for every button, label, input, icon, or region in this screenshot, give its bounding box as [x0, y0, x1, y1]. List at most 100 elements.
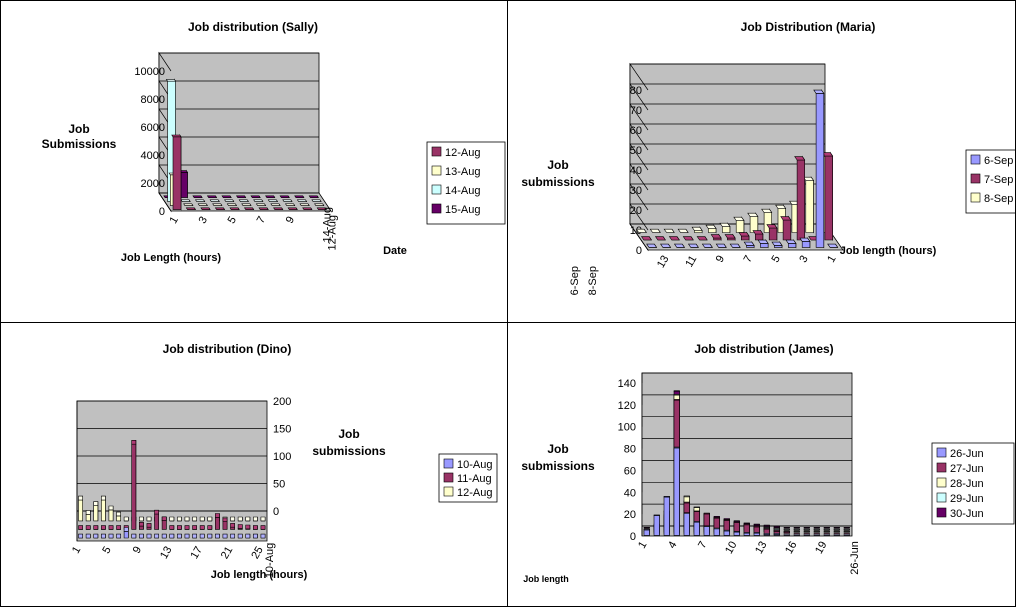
bar-top — [230, 516, 235, 522]
bar-top — [161, 533, 167, 539]
bar-30-jun — [843, 527, 850, 529]
bar-top — [267, 199, 279, 202]
bar-top — [123, 527, 129, 532]
legend-label: 15-Aug — [445, 204, 480, 216]
bar-front — [782, 219, 792, 241]
y-tick-label: 100 — [618, 422, 636, 434]
bar-top — [799, 237, 811, 242]
chart-title: Job distribution (Sally) — [188, 20, 318, 34]
bar-10-aug — [207, 533, 213, 539]
bar-11-aug — [207, 525, 213, 530]
bar-6-sep — [743, 241, 755, 249]
bar-top — [635, 228, 647, 233]
bar-12-aug — [123, 516, 129, 522]
bar-12-aug — [200, 207, 211, 210]
legend-swatch — [970, 173, 981, 184]
bar-top — [833, 534, 840, 536]
bar-top — [199, 516, 205, 522]
bar-top — [273, 207, 284, 210]
bar-7-sep — [738, 231, 750, 241]
y-axis-label: Job submissions — [521, 158, 595, 189]
bar-12-aug — [171, 134, 182, 211]
bar-top — [237, 524, 243, 529]
bar-top — [783, 527, 790, 529]
gridline — [158, 164, 319, 184]
bar-top — [823, 532, 830, 534]
bar-10-aug — [184, 533, 190, 539]
legend-swatch — [431, 146, 442, 157]
bar-top — [299, 203, 310, 206]
x-tick-label: 1 — [636, 540, 649, 551]
bar-11-aug — [85, 525, 91, 530]
bar-top — [793, 534, 800, 536]
bar-30-jun — [813, 527, 820, 529]
x-tick-label: 21 — [219, 545, 236, 562]
bar-front — [743, 532, 750, 536]
bar-top — [715, 243, 727, 248]
bar-top — [693, 506, 700, 508]
bar-top — [673, 399, 680, 401]
bar-15-aug — [235, 195, 247, 198]
bar-top — [311, 199, 322, 202]
gridline — [629, 123, 825, 151]
bar-7-sep — [752, 229, 764, 241]
bar-top — [108, 533, 114, 539]
bar-12-aug — [229, 207, 240, 210]
gridline — [158, 136, 319, 156]
bar-top — [719, 222, 731, 227]
bar-10-aug — [169, 533, 175, 539]
y-tick-label: 8000 — [141, 94, 165, 106]
x-tick-label: 9 — [714, 253, 727, 264]
bar-top — [640, 236, 653, 241]
bar-top — [687, 243, 699, 248]
bar-28-jun — [843, 530, 850, 532]
bar-27-jun — [813, 532, 820, 534]
gridline — [158, 80, 319, 100]
gridline — [641, 394, 852, 405]
y-tick-label: 50 — [630, 145, 642, 157]
bar-29-jun — [813, 528, 820, 531]
x-tick-label: 3 — [797, 254, 810, 265]
bar-13-aug — [255, 203, 267, 206]
bar-top — [783, 528, 790, 531]
bar-26-jun — [663, 496, 670, 536]
bar-12-aug — [101, 495, 106, 522]
bar-top — [139, 516, 144, 522]
bar-6-sep — [771, 241, 783, 249]
bar-top — [683, 512, 690, 514]
bar-top — [693, 510, 700, 512]
bar-13-aug — [241, 203, 252, 206]
date-axis-label: Date — [383, 245, 407, 257]
bar-top — [215, 513, 220, 518]
bar-10-aug — [192, 533, 197, 539]
bar-top — [710, 234, 722, 239]
bar-top — [673, 390, 680, 392]
bar-27-jun — [833, 532, 840, 534]
bar-top — [123, 516, 129, 522]
bar-top — [713, 516, 720, 518]
y-tick-label: 50 — [273, 479, 285, 491]
legend-swatch — [431, 203, 442, 214]
legend-label: 14-Aug — [445, 185, 480, 197]
bar-14-aug — [209, 199, 220, 202]
bar-6-sep — [660, 243, 672, 248]
bar-top — [793, 530, 800, 532]
bar-8-sep — [733, 216, 745, 234]
bar-12-aug — [108, 505, 114, 522]
chart-title: Job distribution (Dino) — [163, 342, 292, 356]
bar-top — [823, 528, 830, 531]
bar-front — [131, 443, 137, 530]
bar-11-aug — [260, 525, 266, 530]
bar-front — [123, 531, 129, 539]
bar-11-aug — [245, 524, 251, 530]
bar-15-aug — [221, 195, 232, 198]
bar-front — [85, 514, 91, 522]
bar-top — [245, 516, 251, 522]
y-tick-label: 10000 — [134, 66, 165, 78]
bar-top — [116, 533, 121, 539]
bar-top — [101, 533, 106, 539]
bar-27-jun — [783, 531, 790, 534]
bar-top — [783, 531, 790, 533]
bar-29-jun — [823, 528, 830, 531]
bar-12-aug — [177, 516, 182, 522]
